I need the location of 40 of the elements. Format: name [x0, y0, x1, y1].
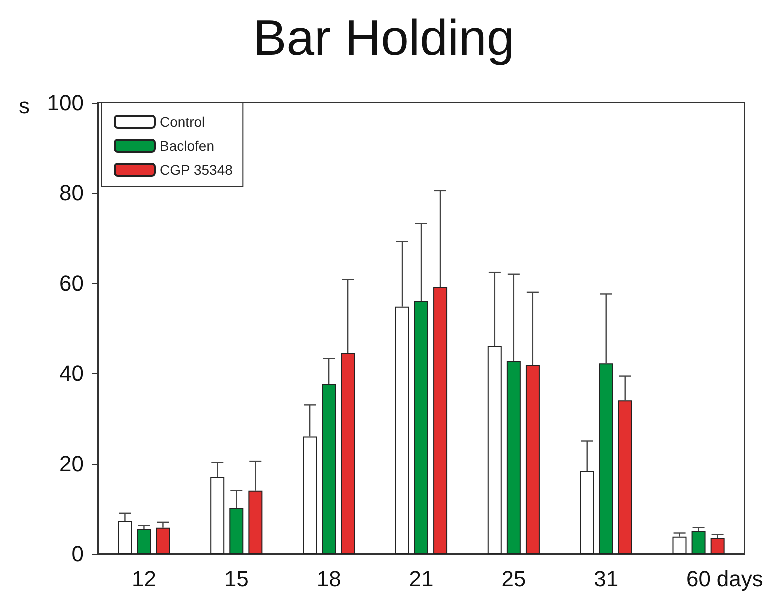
y-tick-label: 20	[60, 451, 84, 476]
chart-title: Bar Holding	[253, 10, 515, 66]
x-tick-label: 60	[686, 566, 712, 592]
bar	[156, 528, 170, 554]
x-tick-label: 21	[409, 566, 434, 592]
x-tick-label: 15	[224, 566, 249, 592]
y-tick-label: 60	[60, 270, 84, 296]
bar	[506, 360, 521, 554]
y-tick-label: 0	[72, 542, 84, 566]
y-tick-label: 100	[47, 90, 84, 116]
bar	[137, 529, 152, 554]
legend-label: Control	[160, 114, 206, 130]
legend-label: Baclofen	[160, 138, 214, 154]
bar	[118, 522, 132, 554]
bar	[303, 436, 318, 554]
x-tick-label: 31	[594, 566, 619, 592]
bar	[672, 536, 687, 554]
x-axis-title: days	[716, 566, 764, 592]
bar	[248, 490, 263, 554]
bar	[580, 471, 594, 554]
x-tick-label: 12	[132, 566, 156, 592]
x-tick-label: 25	[502, 566, 526, 592]
y-tick-label: 80	[60, 180, 84, 206]
bar	[414, 301, 428, 554]
bar	[230, 508, 244, 554]
bar	[599, 364, 614, 554]
x-tick-label: 18	[316, 566, 342, 592]
bar	[710, 538, 725, 554]
bar	[434, 287, 448, 554]
bar	[395, 306, 410, 554]
bar	[322, 384, 336, 554]
bar	[618, 400, 632, 554]
legend-label: CGP 35348	[160, 162, 234, 178]
y-axis-title: s	[19, 94, 30, 118]
bar	[692, 531, 706, 554]
bar	[341, 353, 356, 554]
y-tick-label: 40	[60, 361, 84, 386]
bar	[488, 346, 502, 554]
bar	[526, 365, 540, 554]
bar	[210, 477, 225, 554]
